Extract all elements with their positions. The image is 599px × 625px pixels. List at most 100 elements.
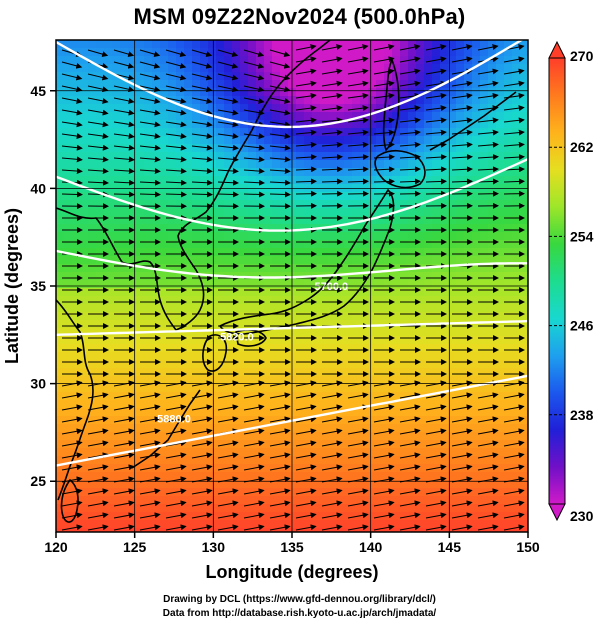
- wind-arrow: [347, 452, 369, 459]
- wind-arrow: [61, 488, 83, 495]
- wind-arrow: [139, 428, 161, 435]
- wind-arrow: [295, 500, 317, 507]
- wind-arrow: [347, 166, 369, 173]
- wind-arrow: [165, 191, 187, 198]
- wind-arrow: [295, 105, 317, 112]
- wind-arrow: [347, 500, 369, 507]
- wind-arrow: [373, 166, 395, 173]
- wind-arrow: [347, 524, 369, 531]
- wind-arrow: [451, 117, 473, 124]
- wind-arrow: [321, 416, 343, 423]
- wind-arrow: [425, 416, 447, 423]
- wind-arrow: [451, 105, 473, 112]
- wind-arrow: [269, 133, 291, 139]
- wind-arrow: [425, 428, 447, 435]
- wind-arrow: [139, 464, 161, 471]
- wind-arrow: [295, 154, 317, 161]
- colorbar-tick-label: 246: [570, 318, 594, 334]
- wind-arrow: [165, 416, 187, 423]
- wind-arrow: [373, 141, 395, 148]
- wind-arrow: [243, 109, 265, 116]
- wind-arrow: [87, 392, 109, 399]
- wind-arrow: [113, 49, 135, 58]
- wind-arrow: [347, 440, 369, 447]
- wind-arrow: [503, 524, 525, 531]
- wind-arrow: [191, 416, 213, 423]
- wind-arrow: [191, 144, 213, 151]
- wind-arrow: [503, 80, 525, 87]
- wind-arrow: [425, 464, 447, 471]
- wind-arrow: [321, 166, 343, 173]
- wind-arrow: [243, 512, 265, 519]
- wind-arrow: [269, 61, 291, 69]
- wind-arrow: [269, 440, 291, 447]
- wind-arrow: [425, 105, 447, 112]
- wind-arrow: [425, 129, 447, 136]
- wind-arrow: [165, 464, 187, 471]
- wind-arrow: [243, 85, 265, 93]
- wind-arrow: [321, 80, 343, 87]
- wind-arrow: [165, 97, 187, 104]
- wind-arrow: [451, 452, 473, 459]
- wind-arrow: [425, 440, 447, 447]
- wind-arrow: [295, 44, 317, 51]
- wind-arrow: [191, 156, 213, 163]
- wind-arrow: [165, 144, 187, 151]
- wind-arrow: [451, 392, 473, 399]
- colorbar-tick-label: 254: [570, 228, 594, 244]
- wind-arrow: [243, 524, 265, 531]
- wind-arrow: [113, 416, 135, 423]
- wind-arrow: [399, 440, 421, 447]
- wind-arrow: [477, 392, 499, 399]
- wind-arrow: [477, 404, 499, 411]
- wind-arrow: [243, 156, 265, 163]
- wind-arrow: [503, 488, 525, 495]
- wind-arrow: [139, 512, 161, 519]
- wind-arrow: [269, 464, 291, 471]
- wind-arrow: [87, 109, 109, 116]
- wind-arrow: [269, 500, 291, 507]
- wind-arrow: [373, 44, 395, 51]
- wind-arrow: [243, 440, 265, 447]
- wind-arrow: [139, 179, 161, 186]
- wind-arrow: [217, 133, 239, 139]
- wind-arrow: [451, 524, 473, 531]
- wind-arrow: [113, 464, 135, 471]
- wind-arrow: [269, 168, 291, 175]
- wind-arrow: [139, 97, 161, 104]
- wind-arrow: [139, 191, 161, 198]
- wind-arrow: [347, 44, 369, 51]
- wind-arrow: [217, 404, 239, 411]
- wind-arrow: [139, 392, 161, 399]
- wind-arrow: [347, 92, 369, 99]
- wind-arrow: [399, 105, 421, 112]
- wind-arrow: [87, 524, 109, 531]
- x-tick-label: 130: [202, 539, 226, 555]
- wind-arrow: [165, 404, 187, 411]
- wind-arrow: [217, 97, 239, 104]
- wind-arrow: [191, 524, 213, 531]
- wind-arrow: [451, 80, 473, 87]
- wind-arrow: [87, 156, 109, 163]
- wind-arrow: [217, 85, 239, 93]
- wind-arrow: [217, 452, 239, 459]
- wind-arrow: [243, 488, 265, 495]
- x-tick-label: 125: [123, 539, 147, 555]
- wind-arrow: [451, 44, 473, 51]
- wind-arrow: [425, 512, 447, 519]
- wind-arrow: [295, 404, 317, 411]
- wind-arrow: [503, 404, 525, 411]
- contour-label: 5700.0: [314, 281, 348, 293]
- wind-arrow: [191, 85, 213, 93]
- wind-arrow: [87, 85, 109, 93]
- wind-arrow: [217, 61, 239, 69]
- wind-arrow: [347, 141, 369, 148]
- wind-arrow: [61, 416, 83, 423]
- wind-arrow: [399, 56, 421, 63]
- wind-arrow: [399, 141, 421, 148]
- wind-arrow: [243, 97, 265, 104]
- wind-arrow: [113, 380, 135, 387]
- wind-arrow: [295, 452, 317, 459]
- y-tick-label: 40: [30, 180, 46, 196]
- colorbar-tick-label: 270: [570, 48, 594, 64]
